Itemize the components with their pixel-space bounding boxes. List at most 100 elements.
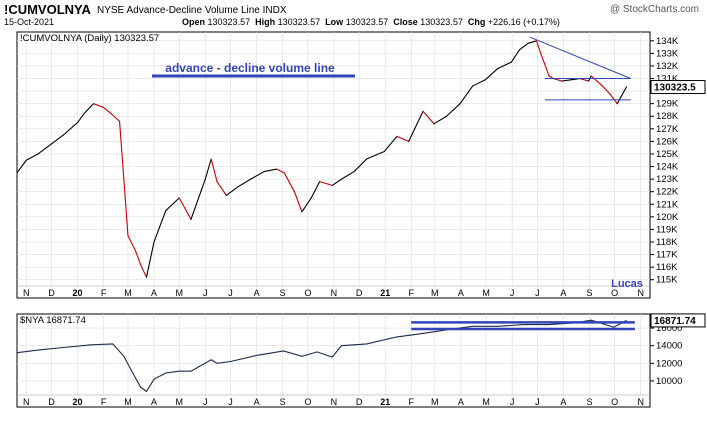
high-label: High — [255, 17, 276, 27]
series-segment — [140, 264, 148, 278]
series-segment — [119, 120, 124, 168]
x-tick-label: O — [611, 397, 618, 407]
x-tick-label: F — [409, 397, 415, 407]
y-tick-label: 12000 — [656, 358, 682, 369]
x-tick-label: A — [458, 288, 464, 298]
series-segment — [127, 235, 137, 252]
y-tick-label: 134K — [656, 36, 679, 47]
x-tick-label: D — [356, 397, 363, 407]
series-segment — [122, 165, 129, 237]
low-value: 130323.57 — [345, 17, 389, 27]
x-tick-label: M — [431, 288, 439, 298]
series-segment — [600, 84, 611, 95]
series-segment — [540, 52, 550, 77]
x-tick-label: J — [203, 397, 208, 407]
series-segment — [366, 150, 385, 160]
close-value: 130323.57 — [420, 17, 463, 27]
y-tick-label: 132K — [656, 61, 679, 72]
series-segment — [340, 171, 355, 180]
series-segment — [459, 85, 474, 105]
series-segment — [76, 111, 86, 124]
x-tick-label: J — [228, 288, 233, 298]
y-tick-label: 133K — [656, 48, 679, 59]
x-tick-label: F — [101, 288, 107, 298]
series-segment — [50, 134, 64, 145]
trend-line — [529, 36, 631, 79]
series-segment — [276, 168, 285, 174]
x-tick-label: A — [151, 288, 157, 298]
chart-description: NYSE Advance-Decline Volume Line INDX — [97, 5, 287, 16]
x-tick-label: J — [228, 397, 233, 407]
series-segment — [510, 49, 521, 63]
y-tick-label: 129K — [656, 99, 679, 110]
series-segment — [433, 115, 448, 125]
series-segment — [16, 159, 27, 174]
last-value-box — [650, 313, 706, 328]
x-tick-label: O — [611, 288, 618, 298]
x-tick-label: S — [280, 397, 286, 407]
close-label: Close — [393, 17, 418, 27]
author-note: Lucas — [611, 278, 643, 290]
x-tick-label: D — [48, 397, 55, 407]
x-tick-label: D — [48, 288, 55, 298]
x-tick-label: F — [101, 397, 107, 407]
series-segment — [301, 197, 312, 213]
series-segment — [84, 103, 95, 114]
series-segment — [383, 135, 398, 153]
chg-value: +226.16 (+0.17%) — [487, 17, 560, 27]
series-segment — [561, 79, 572, 82]
x-tick-label: S — [586, 288, 592, 298]
series-segment — [497, 61, 512, 70]
x-tick-label: J — [510, 288, 515, 298]
open-label: Open — [182, 17, 206, 27]
x-tick-label: 20 — [73, 397, 83, 407]
series-segment — [190, 178, 206, 220]
series-segment — [353, 158, 368, 173]
x-tick-label: J — [535, 288, 540, 298]
annotation-title: advance - decline volume line — [165, 61, 335, 75]
y-tick-label: 128K — [656, 111, 679, 122]
series-segment — [216, 181, 227, 197]
last-value-label: 16871.74 — [654, 316, 696, 327]
series-segment — [153, 210, 167, 243]
series-segment — [310, 181, 321, 199]
last-value-label: 130323.5 — [654, 83, 696, 94]
series-segment — [616, 86, 628, 105]
x-tick-label: M — [175, 397, 183, 407]
x-tick-label: O — [304, 288, 311, 298]
series-segment — [446, 103, 461, 117]
x-tick-label: J — [510, 397, 515, 407]
y-tick-label: 121K — [656, 199, 679, 210]
x-tick-label: M — [124, 397, 132, 407]
series-line — [16, 319, 627, 393]
x-tick-label: A — [254, 288, 260, 298]
x-tick-label: 21 — [380, 288, 390, 298]
series-segment — [103, 106, 112, 115]
x-tick-label: A — [458, 397, 464, 407]
series-segment — [37, 143, 53, 155]
series-segment — [472, 79, 486, 87]
x-tick-label: N — [638, 397, 645, 407]
series-segment — [165, 197, 180, 212]
low-label: Low — [325, 17, 344, 27]
x-tick-label: M — [124, 288, 132, 298]
y-tick-label: 127K — [656, 124, 679, 135]
series-segment — [422, 110, 435, 125]
y-tick-label: 126K — [656, 136, 679, 147]
series-segment — [283, 172, 295, 193]
series-segment — [250, 171, 265, 180]
y-tick-label: 115K — [656, 275, 678, 286]
y-tick-label: 14000 — [656, 341, 682, 352]
series-segment — [204, 158, 212, 180]
panel-legend: !CUMVOLNYA (Daily) 130323.57 — [20, 33, 159, 44]
series-segment — [590, 75, 602, 86]
x-tick-label: N — [331, 397, 338, 407]
series-segment — [484, 67, 499, 81]
y-tick-label: 116K — [656, 262, 678, 273]
y-tick-label: 117K — [656, 250, 678, 261]
x-tick-label: M — [431, 397, 439, 407]
last-value-box — [650, 80, 706, 95]
x-tick-label: S — [280, 288, 286, 298]
x-tick-label: N — [23, 288, 30, 298]
y-tick-label: 122K — [656, 187, 679, 198]
